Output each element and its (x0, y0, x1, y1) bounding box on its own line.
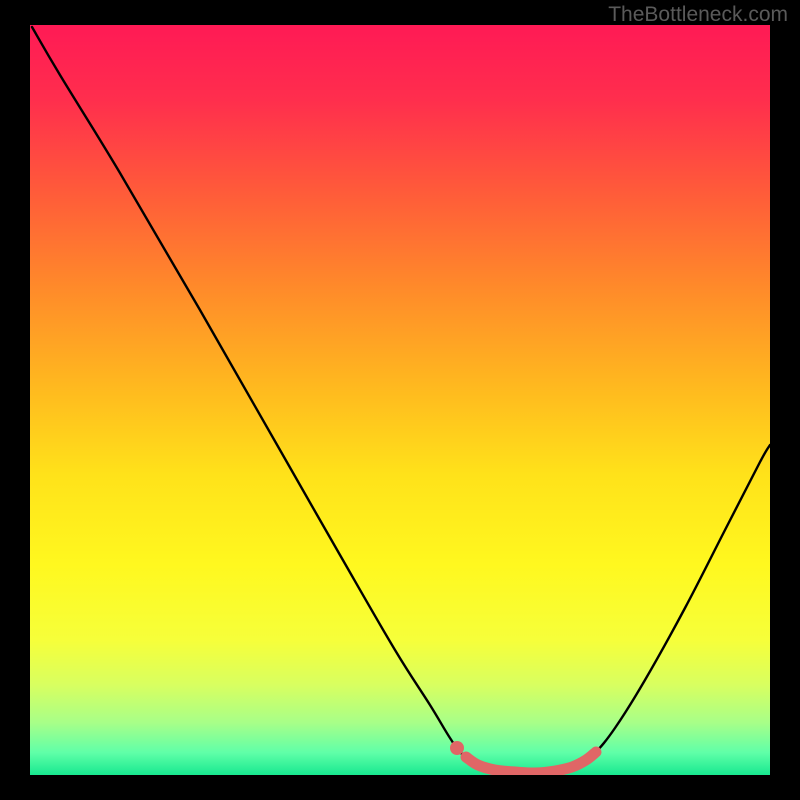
plot-background-gradient (30, 25, 770, 775)
bottleneck-chart (0, 0, 800, 800)
highlight-marker (450, 741, 464, 755)
watermark-text: TheBottleneck.com (608, 3, 788, 27)
chart-container: TheBottleneck.com (0, 0, 800, 800)
